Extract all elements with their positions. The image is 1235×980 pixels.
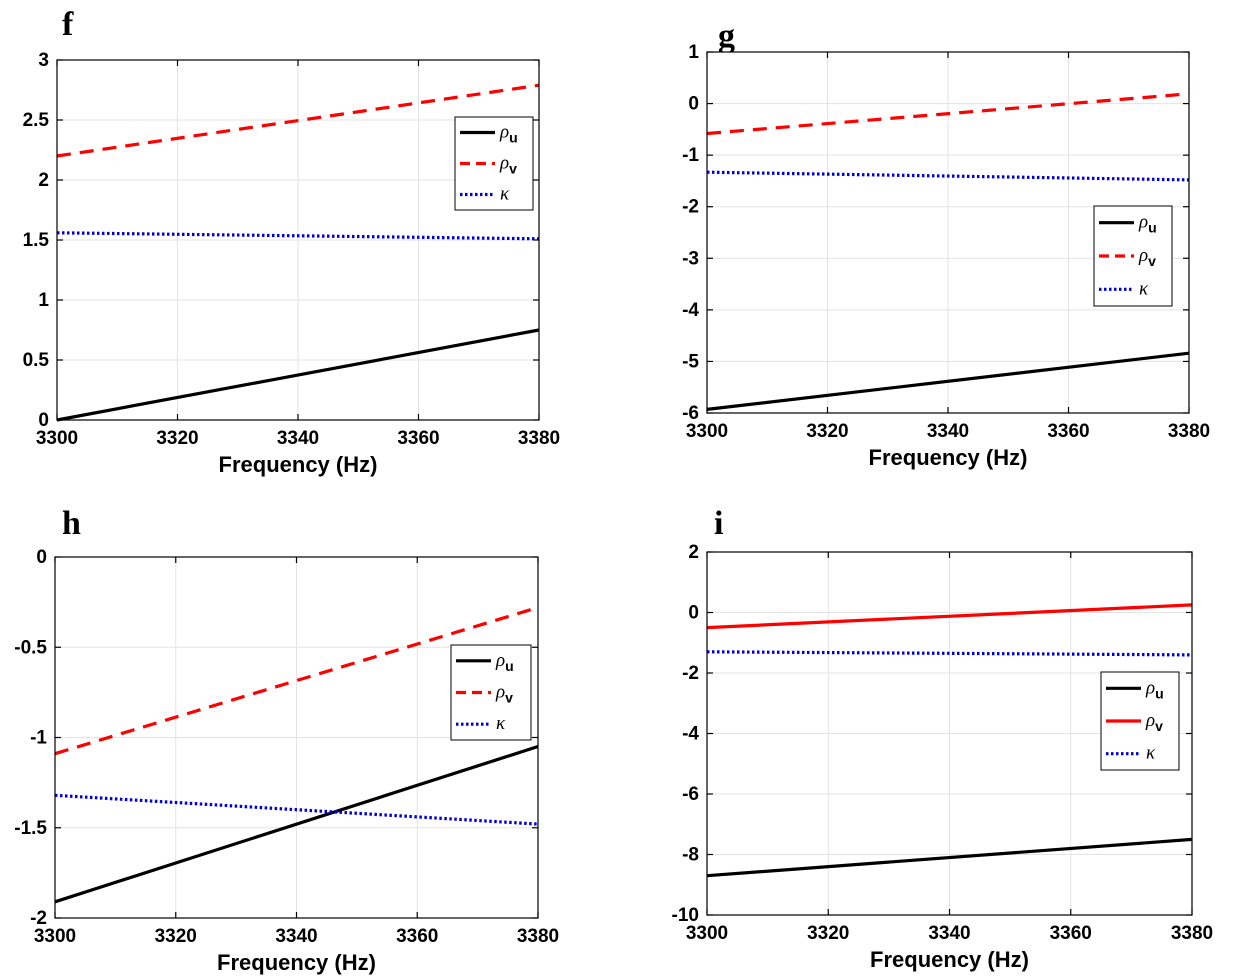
x-tick-label: 3300 xyxy=(34,926,76,947)
series-line-kappa xyxy=(706,170,1190,182)
x-tick-label: 3300 xyxy=(36,428,78,449)
y-tick-label: -4 xyxy=(682,300,699,321)
y-tick-label: -3 xyxy=(682,248,699,269)
legend-subscript: v xyxy=(1148,253,1156,269)
legend-subscript: u xyxy=(1155,685,1164,701)
x-tick-label: 3380 xyxy=(517,926,559,947)
y-tick-label: 2.5 xyxy=(23,110,50,131)
y-tick-label: -1.5 xyxy=(14,818,47,839)
series-line-u xyxy=(56,328,540,422)
x-tick-label: 3340 xyxy=(928,923,970,944)
series-line-u xyxy=(706,351,1190,411)
series-line-v xyxy=(706,603,1193,630)
x-axis-label: Frequency (Hz) xyxy=(219,452,378,477)
y-tick-label: -1 xyxy=(30,728,47,749)
x-axis-label: Frequency (Hz) xyxy=(217,950,376,975)
series-line-u xyxy=(54,744,539,904)
x-axis-label: Frequency (Hz) xyxy=(870,947,1029,972)
legend-subscript: u xyxy=(1148,220,1157,236)
series-line-kappa xyxy=(54,793,539,826)
y-tick-label: -2 xyxy=(682,197,699,218)
chart-panel-h: 3300 3320 3340 3360 3380 -2 -1.5 -1 -0.5 0 Frequen… xyxy=(14,547,559,975)
y-tick-label: -2 xyxy=(682,663,699,684)
series-line-kappa xyxy=(706,650,1193,657)
legend-entry: κ xyxy=(496,713,506,734)
y-tick-label: -1 xyxy=(682,145,699,166)
y-tick-label: 0.5 xyxy=(23,350,50,371)
series-line-v xyxy=(56,83,540,158)
panel-letter: f xyxy=(62,6,74,43)
legend-subscript: v xyxy=(509,161,517,177)
y-tick-label: 1 xyxy=(688,42,699,63)
y-tick-label: 2 xyxy=(38,170,49,191)
panel-letter: h xyxy=(62,505,81,542)
x-tick-label: 3360 xyxy=(396,926,438,947)
x-tick-label: 3340 xyxy=(277,428,319,449)
x-tick-label: 3300 xyxy=(686,421,728,442)
legend-entry: κ xyxy=(500,184,510,205)
y-tick-label: -0.5 xyxy=(14,637,47,658)
series-line-v xyxy=(706,92,1190,136)
y-tick-label: -6 xyxy=(682,784,699,805)
x-tick-label: 3320 xyxy=(156,428,198,449)
y-tick-label: 0 xyxy=(36,547,47,568)
y-tick-label: 0 xyxy=(688,94,699,115)
x-tick-label: 3360 xyxy=(1050,923,1092,944)
x-tick-label: 3360 xyxy=(1047,421,1089,442)
y-tick-label: 1.5 xyxy=(23,230,50,251)
x-tick-label: 3320 xyxy=(807,923,849,944)
series-line-u xyxy=(706,837,1193,878)
x-tick-label: 3340 xyxy=(275,926,317,947)
y-tick-label: -10 xyxy=(672,905,699,926)
x-tick-label: 3320 xyxy=(155,926,197,947)
panel-letter: g xyxy=(718,18,735,55)
y-tick-label: 1 xyxy=(38,290,49,311)
y-tick-label: -8 xyxy=(682,845,699,866)
y-tick-label: -2 xyxy=(30,908,47,929)
legend-subscript: u xyxy=(509,130,518,146)
legend-subscript: v xyxy=(1155,718,1163,734)
x-axis-label: Frequency (Hz) xyxy=(869,445,1028,470)
y-tick-label: 3 xyxy=(38,50,49,71)
x-tick-label: 3340 xyxy=(927,421,969,442)
panel-letter: i xyxy=(714,505,724,542)
x-tick-label: 3360 xyxy=(397,428,439,449)
legend-subscript: v xyxy=(505,690,513,706)
y-tick-label: -5 xyxy=(682,351,699,372)
legend-subscript: u xyxy=(505,658,514,674)
series-line-kappa xyxy=(56,231,540,241)
series-line-v xyxy=(54,605,539,756)
x-tick-label: 3380 xyxy=(1171,923,1213,944)
x-tick-label: 3300 xyxy=(686,923,728,944)
y-tick-label: 2 xyxy=(688,542,699,563)
x-tick-label: 3320 xyxy=(806,421,848,442)
legend-entry: κ xyxy=(1139,278,1149,299)
x-tick-label: 3380 xyxy=(518,428,560,449)
chart-panel-g: 3300 3320 3340 3360 3380 -6 -5 -4 -3 -2 -1 0 1 Freque… xyxy=(682,42,1210,470)
x-tick-label: 3380 xyxy=(1168,421,1210,442)
y-tick-label: 0 xyxy=(688,603,699,624)
y-tick-label: -4 xyxy=(682,724,699,745)
y-tick-label: 0 xyxy=(38,410,49,431)
chart-panel-f: 3300 3320 3340 3360 3380 0 0.5 1 1.5 2 2.5 3 Frequen… xyxy=(23,50,561,477)
chart-panel-i: 3300 3320 3340 3360 3380 -10 -8 -6 -4 -2 0 2 Frequen… xyxy=(672,542,1214,972)
y-tick-label: -6 xyxy=(682,403,699,424)
legend-entry: κ xyxy=(1146,743,1156,764)
